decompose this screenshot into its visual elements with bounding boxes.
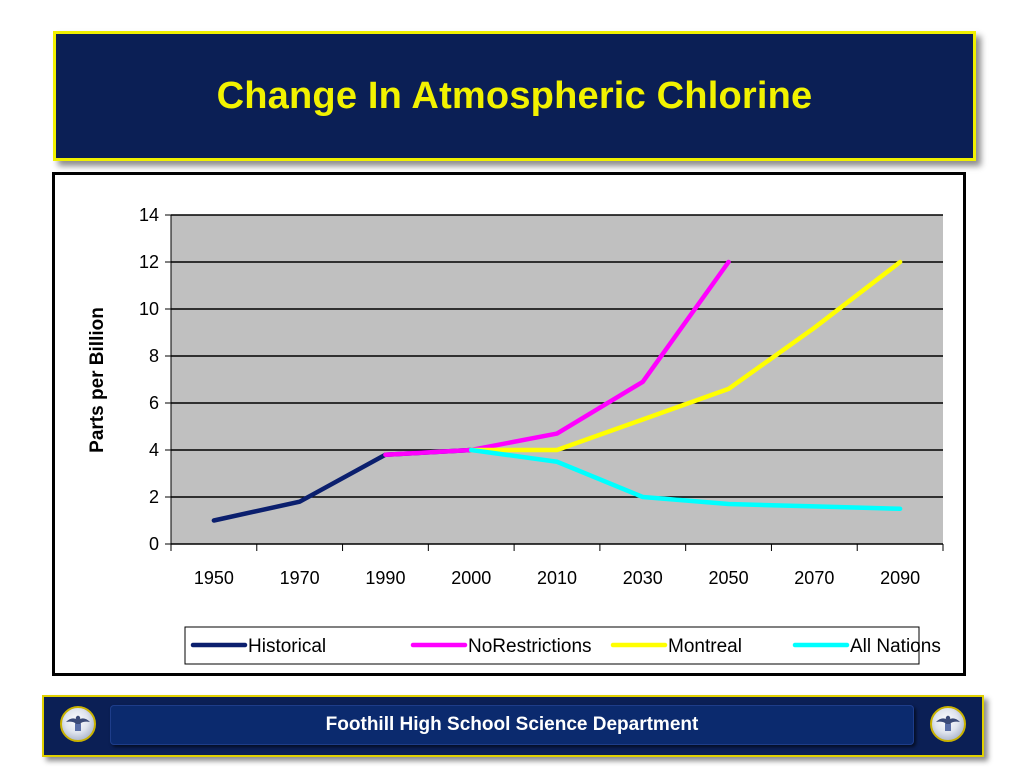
legend-label: Historical: [248, 636, 326, 657]
y-tick-label: 4: [149, 440, 159, 460]
x-tick-label: 2090: [880, 568, 920, 588]
chart-frame: 0 2 4 6 8 10 12 14 1950 1970 1990 2000 2010 2030 2050…: [52, 172, 966, 676]
y-tick-label: 14: [139, 205, 159, 225]
x-tick-label: 2000: [451, 568, 491, 588]
footer-text: Foothill High School Science Department: [325, 714, 699, 735]
plot-area: [171, 215, 943, 544]
series-line-norestrictions: [383, 259, 731, 457]
x-tick-label: 1970: [280, 568, 320, 588]
title-banner: Change In Atmospheric Chlorine: [53, 31, 976, 161]
x-tick-label: 2030: [623, 568, 663, 588]
legend: Historical NoRestrictions Montreal All Nati…: [184, 626, 941, 665]
legend-label: NoRestrictions: [468, 636, 592, 657]
legend-label: Montreal: [668, 636, 742, 657]
x-axis-ticks: 1950 1970 1990 2000 2010 2030 2050 2070 2090: [170, 544, 944, 588]
line-chart: 0 2 4 6 8 10 12 14 1950 1970 1990 2000 2010 2030 2050…: [87, 205, 944, 665]
y-tick-label: 8: [149, 346, 159, 366]
slide-title: Change In Atmospheric Chlorine: [216, 74, 813, 117]
axes: [170, 215, 943, 545]
y-tick-label: 10: [139, 299, 159, 319]
school-seal-icon: [930, 706, 966, 742]
series-lines: [211, 259, 903, 523]
x-tick-label: 2050: [709, 568, 749, 588]
legend-label: All Nations: [850, 636, 941, 657]
series-line-all-nations: [468, 447, 903, 511]
x-tick-label: 2070: [794, 568, 834, 588]
eagle-icon: [66, 715, 90, 731]
y-axis-ticks: 0 2 4 6 8 10 12 14: [139, 205, 171, 554]
eagle-icon: [936, 715, 960, 731]
gridlines: [171, 214, 943, 498]
x-tick-label: 1950: [194, 568, 234, 588]
footer-bar: Foothill High School Science Department: [42, 695, 984, 757]
y-tick-label: 12: [139, 252, 159, 272]
footer-label-box: Foothill High School Science Department: [110, 705, 914, 745]
series-line-montreal: [468, 259, 903, 453]
y-axis-label: Parts per Billion: [87, 307, 108, 453]
y-tick-label: 0: [149, 534, 159, 554]
school-seal-icon: [60, 706, 96, 742]
y-tick-label: 2: [149, 487, 159, 507]
x-tick-label: 2010: [537, 568, 577, 588]
y-tick-label: 6: [149, 393, 159, 413]
x-tick-label: 1990: [365, 568, 405, 588]
